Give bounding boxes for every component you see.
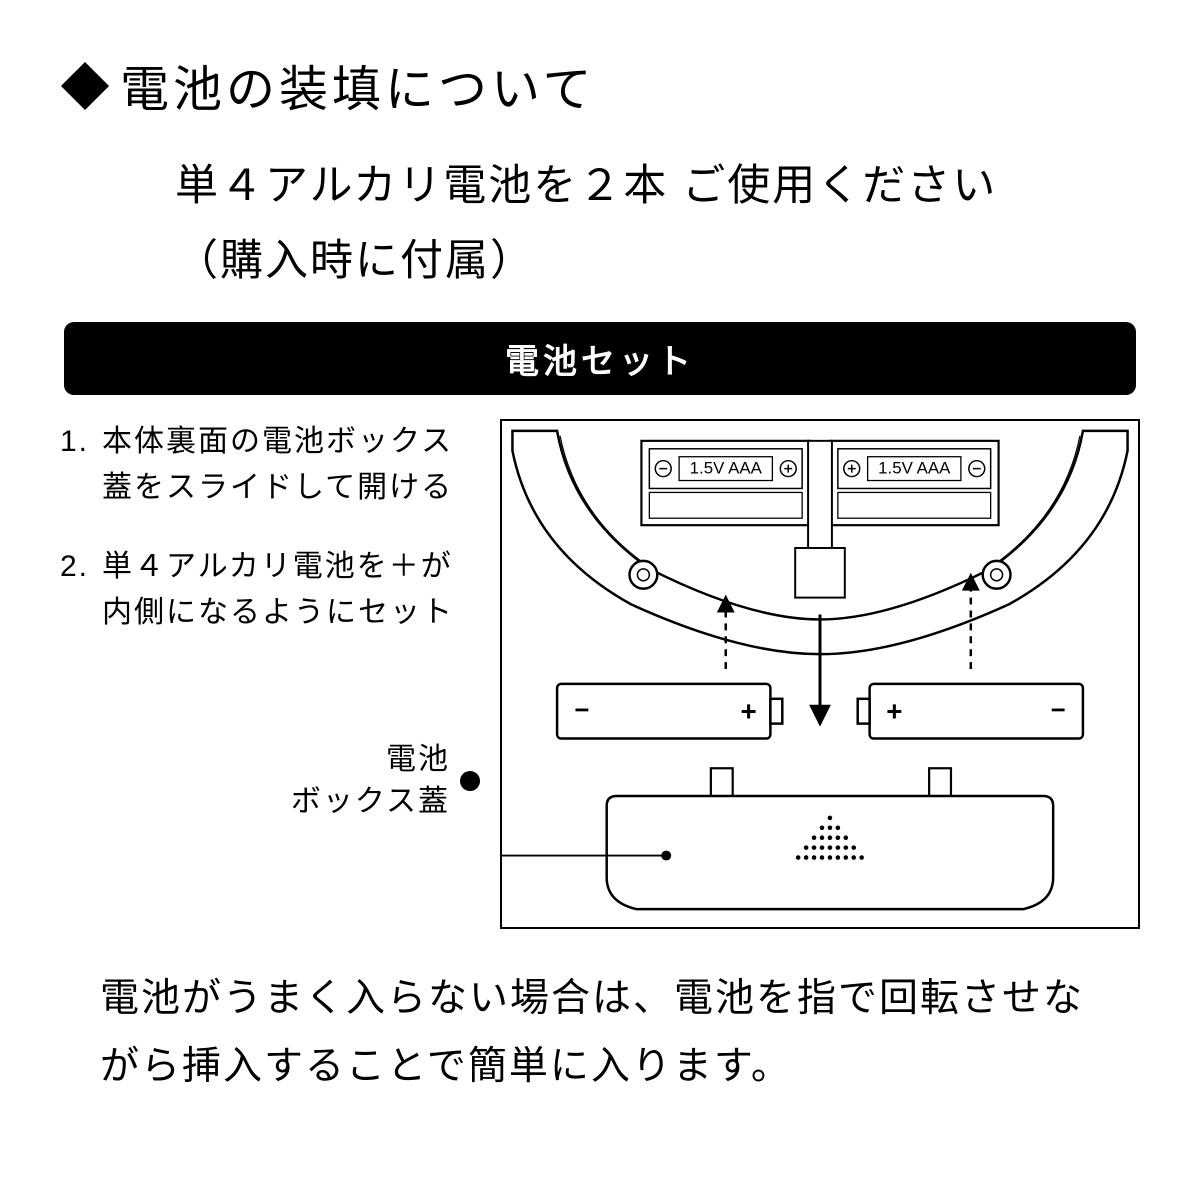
battery-cover (607, 768, 1053, 909)
step-number: 1. (60, 419, 102, 512)
battery-diagram: 1.5V AAA 1.5V AAA (500, 419, 1140, 929)
callout-end-dot (661, 850, 671, 860)
svg-text:−: − (1051, 696, 1066, 724)
step-item: 1. 本体裏面の電池ボックス蓋をスライドして開ける (60, 419, 480, 512)
svg-text:+: + (740, 695, 756, 726)
step-text: 本体裏面の電池ボックス蓋をスライドして開ける (102, 419, 480, 512)
battery-label: 1.5V AAA (690, 458, 763, 477)
cover-label-line1: 電池 (386, 743, 450, 776)
battery-slot-left: 1.5V AAA (641, 440, 810, 524)
subtitle-line1: 単４アルカリ電池を２本 ご使用ください (175, 162, 997, 210)
step-item: 2. 単４アルカリ電池を＋が内側になるようにセット (60, 544, 480, 637)
screw-icon (630, 560, 658, 588)
battery-right: + − (858, 683, 1083, 738)
svg-text:−: − (574, 696, 589, 724)
battery-slot-right: 1.5V AAA (830, 440, 999, 524)
step-number: 2. (60, 544, 102, 637)
callout-dot-icon (460, 771, 480, 791)
cover-label-line2: ボックス蓋 (291, 785, 450, 818)
diamond-bullet-icon (61, 61, 109, 109)
battery-label: 1.5V AAA (878, 458, 951, 477)
step-text: 単４アルカリ電池を＋が内側になるようにセット (102, 544, 480, 637)
page-title: 電池の装填について (120, 50, 596, 121)
section-header: 電池セット (64, 322, 1136, 395)
svg-text:+: + (886, 695, 902, 726)
screw-icon (983, 560, 1011, 588)
subtitle-line2: （購入時に付属） (175, 237, 535, 285)
footer-note: 電池がうまく入らない場合は、電池を指で回転させながら挿入することで簡単に入ります… (100, 965, 1100, 1102)
steps-column: 1. 本体裏面の電池ボックス蓋をスライドして開ける 2. 単４アルカリ電池を＋が… (60, 419, 480, 823)
battery-left: − + (557, 683, 782, 738)
cover-label-callout: 電池 ボックス蓋 (60, 739, 480, 823)
subtitle: 単４アルカリ電池を２本 ご使用ください （購入時に付属） (175, 149, 1140, 300)
